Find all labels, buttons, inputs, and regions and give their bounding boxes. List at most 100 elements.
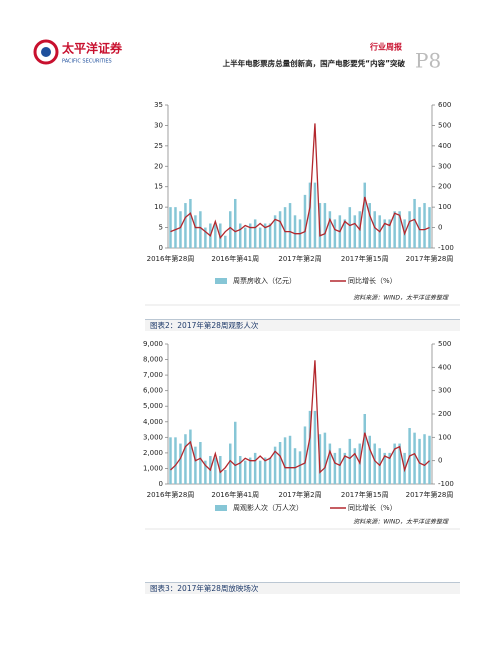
y-tick-label: 3,000 <box>143 433 163 441</box>
y-tick-label: 9,000 <box>143 340 163 348</box>
x-tick-label: 2016年第28周 <box>147 254 195 263</box>
bar <box>293 448 297 484</box>
bar <box>234 421 237 484</box>
y-tick-label: 0 <box>159 480 163 488</box>
bar <box>393 443 396 484</box>
bar <box>204 460 207 484</box>
bar <box>243 227 247 248</box>
legend-label: 同比增长（%） <box>348 503 397 512</box>
bar <box>258 460 262 484</box>
bar <box>199 211 202 248</box>
bar <box>288 435 292 484</box>
y2-tick-label: 500 <box>438 121 451 129</box>
bar <box>423 203 426 248</box>
y-tick-label: 25 <box>154 142 163 150</box>
bar <box>278 211 282 248</box>
bar <box>323 203 327 248</box>
y2-tick-label: 600 <box>438 101 451 109</box>
bar <box>204 227 207 248</box>
bar <box>194 215 197 248</box>
bar <box>229 211 232 248</box>
bar <box>308 182 312 248</box>
bar <box>268 457 272 484</box>
x-tick-label: 2017年第15周 <box>341 254 389 263</box>
legend-label: 周票房收入（亿元） <box>233 276 296 285</box>
bar <box>328 211 332 248</box>
subtitle: 上半年电影票房总量创新高，国产电影要凭“内容”突破 <box>223 58 406 68</box>
y2-tick-label: 200 <box>438 183 451 191</box>
x-tick-label: 2017年第2周 <box>278 254 321 263</box>
x-tick-label: 2016年第28周 <box>147 490 195 499</box>
bar <box>353 215 357 248</box>
line <box>170 123 430 240</box>
bar <box>258 227 262 248</box>
bar <box>368 203 371 248</box>
y2-tick-label: 100 <box>438 203 451 211</box>
legend-label: 同比增长（%） <box>348 276 397 285</box>
bar <box>363 414 366 484</box>
bar <box>373 211 376 248</box>
bar <box>273 215 277 248</box>
bar <box>268 223 272 248</box>
bar <box>224 235 227 248</box>
source: 资料来源：WIND，太平洋证券整理 <box>353 518 449 526</box>
bar <box>199 442 202 484</box>
y-tick-label: 7,000 <box>143 371 163 379</box>
bar <box>383 452 386 484</box>
bar <box>423 434 426 484</box>
bar <box>303 194 307 248</box>
bar <box>293 215 297 248</box>
bar <box>333 219 337 248</box>
bar <box>313 410 317 484</box>
bar <box>413 198 416 248</box>
bar <box>398 211 401 248</box>
chart-title: 图表2：2017年第28周观影人次 <box>150 320 259 330</box>
bar <box>288 203 292 248</box>
bar <box>273 446 277 484</box>
bar <box>418 207 421 248</box>
bar <box>298 451 302 484</box>
bar <box>343 219 347 248</box>
bar <box>174 207 177 248</box>
bar <box>179 211 182 248</box>
y-tick-label: 2,000 <box>143 449 163 457</box>
bar <box>383 219 386 248</box>
bar <box>238 456 242 484</box>
bar <box>169 437 172 484</box>
x-tick-label: 2017年第28周 <box>406 490 454 499</box>
y-tick-label: 0 <box>159 244 163 252</box>
source: 资料来源：WIND，太平洋证券整理 <box>353 294 449 302</box>
logo <box>33 39 59 65</box>
bar <box>373 443 376 484</box>
bar <box>189 429 192 484</box>
x-tick-label: 2017年第2周 <box>278 490 321 499</box>
bar <box>224 470 227 484</box>
y2-tick-label: 0 <box>438 457 442 465</box>
y2-tick-label: 400 <box>438 363 451 371</box>
logo-dot <box>41 47 51 57</box>
bar <box>313 182 317 248</box>
logo-ring <box>33 39 59 65</box>
y2-tick-label: -100 <box>438 244 454 252</box>
bar <box>333 452 337 484</box>
bar <box>243 460 247 484</box>
bar <box>398 443 401 484</box>
bar <box>418 438 421 484</box>
bar <box>393 211 396 248</box>
bar <box>189 198 192 248</box>
y2-tick-label: 300 <box>438 387 451 395</box>
bar <box>348 207 352 248</box>
bar <box>348 438 352 484</box>
bar <box>283 207 287 248</box>
y-tick-label: 30 <box>154 121 163 129</box>
y2-tick-label: 200 <box>438 410 451 418</box>
bar <box>413 432 416 484</box>
y-tick-label: 10 <box>154 203 163 211</box>
y2-tick-label: -100 <box>438 480 454 488</box>
y-tick-label: 5,000 <box>143 402 163 410</box>
bar <box>253 452 257 484</box>
y2-tick-label: 100 <box>438 433 451 441</box>
bar <box>328 443 332 484</box>
bar <box>238 223 242 248</box>
legend-swatch <box>215 505 227 511</box>
